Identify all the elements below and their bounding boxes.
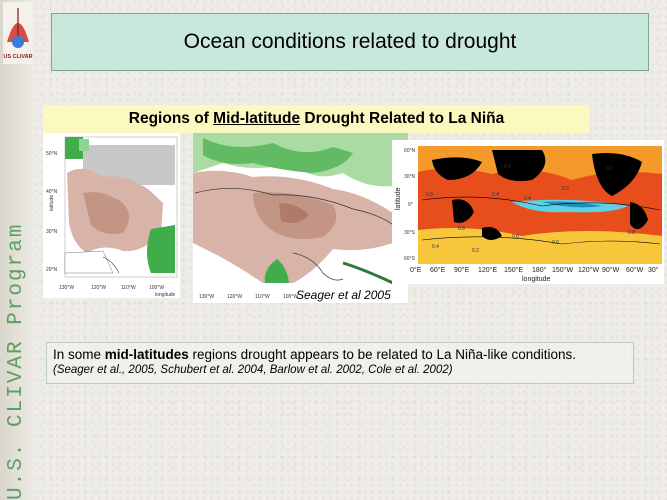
sidebar: US CLIVAR U.S. CLIVAR Program bbox=[0, 0, 35, 500]
global-sst-map: 0.4 0.2 0.4 0.6 0.8 0.4 0.2 0.2 0.6 0.8 … bbox=[392, 140, 664, 284]
subtitle-underlined: Mid-latitude bbox=[213, 110, 301, 127]
map3-lat-label: 30°N bbox=[404, 174, 416, 180]
map2-lon-label: 100°W bbox=[283, 294, 298, 300]
map3-xlabel: longitude bbox=[522, 276, 551, 283]
contour-label: 0.2 bbox=[606, 166, 613, 172]
caption-text: In some mid-latitudes regions drought ap… bbox=[53, 347, 627, 362]
map3-lon-label: 60°W bbox=[626, 266, 644, 274]
map2-lon-label: 110°W bbox=[255, 294, 270, 300]
map1-lon-label: 100°W bbox=[149, 285, 164, 291]
map1-lon-label: 130°W bbox=[59, 285, 74, 291]
subtitle: Regions of Mid-latitude Drought Related … bbox=[129, 110, 504, 128]
map1-lat-label: 50°N bbox=[46, 151, 58, 157]
contour-label: 0.6 bbox=[552, 240, 559, 246]
map3-lat-label: 60°N bbox=[404, 148, 416, 154]
contour-label: 0.2 bbox=[472, 248, 479, 254]
map3-ylabel: latitude bbox=[395, 187, 402, 210]
map3-lon-label: 90°W bbox=[602, 266, 620, 274]
contour-label: 0.4 bbox=[504, 164, 511, 170]
figure-credit: Seager et al 2005 bbox=[296, 288, 391, 302]
drought-map-west: 50°N 40°N 30°N 20°N latitude 130°W 120°W… bbox=[43, 133, 180, 298]
map3-lon-label: 180° bbox=[532, 266, 547, 274]
page-title: Ocean conditions related to drought bbox=[183, 30, 517, 53]
map1-lon-label: 120°W bbox=[91, 285, 106, 291]
map2-lon-label: 130°W bbox=[199, 294, 214, 300]
logo-text: US CLIVAR bbox=[3, 54, 32, 60]
vertical-program-label: U.S. CLIVAR Program bbox=[5, 222, 28, 500]
title-banner: Ocean conditions related to drought bbox=[51, 13, 649, 71]
map3-lat-label: 60°S bbox=[404, 256, 416, 262]
map2-lon-label: 120°W bbox=[227, 294, 242, 300]
map3-lon-label: 60°E bbox=[430, 266, 446, 274]
map3-lon-label: 120°E bbox=[478, 266, 497, 274]
map3-lon-label: 120°W bbox=[578, 266, 599, 274]
map1-lon-label: 110°W bbox=[121, 285, 136, 291]
map1-lat-label: 20°N bbox=[46, 267, 58, 273]
map1-lat-label: 30°N bbox=[46, 229, 58, 235]
map1-lat-label: 40°N bbox=[46, 189, 58, 195]
map1-xlabel: longitude bbox=[155, 292, 176, 298]
map3-lon-label: 90°E bbox=[454, 266, 470, 274]
contour-label: 0.4 bbox=[432, 244, 439, 250]
contour-label: 0.8 bbox=[628, 230, 635, 236]
contour-label: 0.2 bbox=[562, 186, 569, 192]
subtitle-suffix: Drought Related to La Niña bbox=[300, 110, 505, 127]
caption-box: In some mid-latitudes regions drought ap… bbox=[46, 342, 634, 384]
map3-lat-label: 30°S bbox=[404, 230, 416, 236]
drought-map-north-america: 130°W 120°W 110°W 100°W bbox=[193, 133, 408, 303]
contour-label: 0.8 bbox=[426, 192, 433, 198]
caption-references: (Seager et al., 2005, Schubert et al. 20… bbox=[53, 364, 453, 376]
map3-lon-label: 0°E bbox=[410, 266, 422, 274]
contour-label: 0.4 bbox=[524, 196, 531, 202]
contour-label: 0.6 bbox=[512, 234, 519, 240]
map1-ylabel: latitude bbox=[49, 195, 55, 211]
caption-bold: mid-latitudes bbox=[104, 347, 189, 362]
contour-label: 0.6 bbox=[458, 226, 465, 232]
map3-lon-label: 30° bbox=[648, 266, 659, 274]
caption-prefix: In some bbox=[53, 347, 105, 362]
subtitle-banner: Regions of Mid-latitude Drought Related … bbox=[43, 105, 590, 133]
map3-lon-label: 150°W bbox=[552, 266, 573, 274]
subtitle-prefix: Regions of bbox=[128, 110, 214, 127]
map3-lat-label: 0° bbox=[408, 202, 413, 208]
contour-label: 0.4 bbox=[492, 192, 499, 198]
caption-suffix: regions drought appears to be related to… bbox=[188, 347, 577, 362]
map3-lon-label: 150°E bbox=[504, 266, 523, 274]
us-clivar-logo: US CLIVAR bbox=[3, 2, 33, 64]
